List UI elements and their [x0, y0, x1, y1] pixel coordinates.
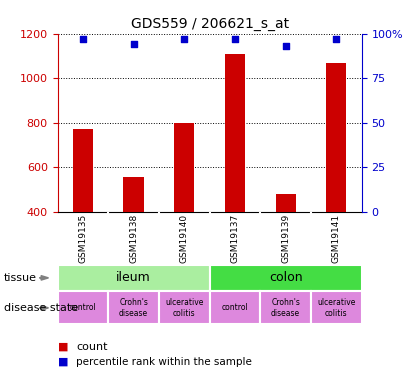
- Text: ■: ■: [58, 342, 68, 352]
- Text: GSM19141: GSM19141: [332, 214, 341, 262]
- Text: ulcerative
colitis: ulcerative colitis: [165, 298, 203, 318]
- Text: count: count: [76, 342, 108, 352]
- Text: Crohn's
disease: Crohn's disease: [271, 298, 300, 318]
- Bar: [123, 177, 144, 212]
- Point: [130, 42, 137, 48]
- Title: GDS559 / 206621_s_at: GDS559 / 206621_s_at: [131, 17, 289, 32]
- FancyArrow shape: [39, 276, 48, 280]
- Bar: [58, 291, 108, 324]
- Text: control: control: [69, 303, 96, 312]
- Bar: [225, 54, 245, 212]
- Text: GSM19138: GSM19138: [129, 213, 138, 263]
- Text: disease state: disease state: [4, 303, 78, 313]
- Text: ulcerative
colitis: ulcerative colitis: [317, 298, 356, 318]
- Bar: [260, 291, 311, 324]
- Text: ileum: ileum: [116, 272, 151, 284]
- Bar: [311, 291, 362, 324]
- Point: [232, 36, 238, 42]
- Text: GSM19139: GSM19139: [281, 213, 290, 263]
- Point: [282, 43, 289, 49]
- Text: percentile rank within the sample: percentile rank within the sample: [76, 357, 252, 367]
- Bar: [326, 63, 346, 212]
- Point: [181, 36, 187, 42]
- Text: control: control: [222, 303, 248, 312]
- Bar: [73, 129, 93, 212]
- Text: GSM19137: GSM19137: [231, 213, 240, 263]
- Bar: [159, 291, 210, 324]
- Text: ■: ■: [58, 357, 68, 367]
- Point: [80, 36, 86, 42]
- Text: tissue: tissue: [4, 273, 37, 283]
- Bar: [174, 123, 194, 212]
- Bar: [210, 265, 362, 291]
- FancyArrow shape: [39, 306, 48, 310]
- Bar: [108, 291, 159, 324]
- Point: [333, 36, 339, 42]
- Bar: [210, 291, 260, 324]
- Text: GSM19140: GSM19140: [180, 214, 189, 262]
- Bar: [275, 194, 296, 212]
- Text: colon: colon: [269, 272, 302, 284]
- Bar: [58, 265, 210, 291]
- Text: GSM19135: GSM19135: [79, 213, 88, 263]
- Text: Crohn's
disease: Crohn's disease: [119, 298, 148, 318]
